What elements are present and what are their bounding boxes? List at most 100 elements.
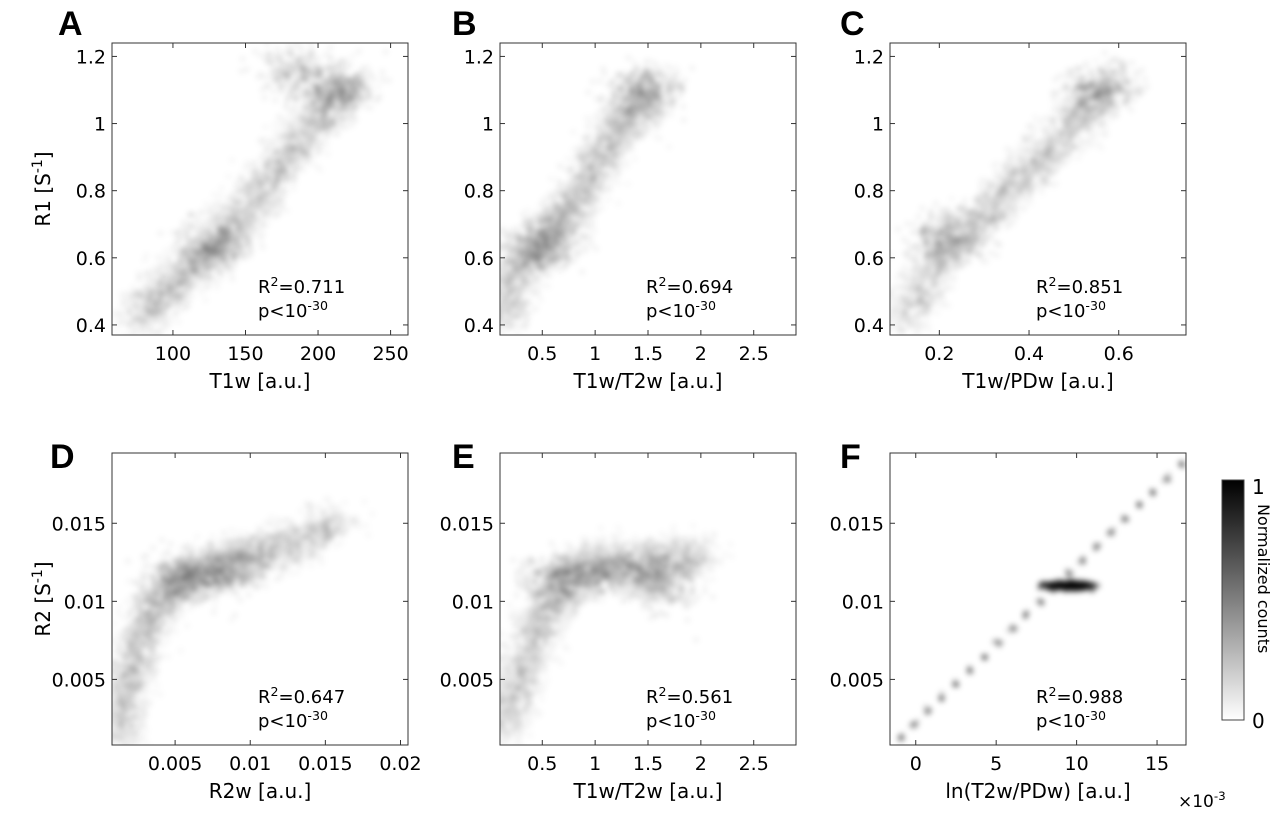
density-sample bbox=[149, 326, 155, 333]
density-sample bbox=[248, 197, 254, 203]
density-sample bbox=[298, 132, 304, 138]
density-sample bbox=[208, 221, 214, 227]
density-sample bbox=[557, 221, 563, 227]
density-sample bbox=[146, 321, 152, 327]
density-sample bbox=[304, 139, 310, 145]
density-sample bbox=[323, 51, 329, 57]
density-sample bbox=[279, 59, 286, 66]
density-sample bbox=[549, 203, 555, 209]
density-sample bbox=[290, 137, 296, 143]
density-sample bbox=[214, 213, 221, 219]
density-sample bbox=[278, 150, 284, 156]
density-sample bbox=[311, 135, 317, 141]
density-sample bbox=[590, 222, 596, 228]
density-sample bbox=[341, 81, 348, 87]
density-sample bbox=[347, 110, 353, 116]
density-sample bbox=[328, 72, 334, 78]
density-sample bbox=[515, 313, 522, 319]
density-sample bbox=[483, 308, 488, 313]
density-sample bbox=[572, 235, 578, 241]
density-sample bbox=[154, 254, 160, 260]
density-sample bbox=[288, 153, 294, 159]
density-sample bbox=[364, 87, 370, 93]
density-sample bbox=[180, 283, 186, 289]
density-sample bbox=[313, 93, 320, 99]
density-sample bbox=[270, 139, 276, 145]
density-sample bbox=[270, 148, 277, 154]
density-sample bbox=[263, 185, 269, 192]
density-sample bbox=[494, 265, 499, 270]
density-sample bbox=[301, 98, 308, 104]
density-sample bbox=[127, 300, 134, 306]
density-sample bbox=[297, 44, 303, 50]
density-sample bbox=[322, 110, 329, 116]
density-sample bbox=[317, 167, 323, 173]
density-sample bbox=[174, 307, 180, 313]
density-sample bbox=[166, 296, 172, 302]
density-sample bbox=[386, 77, 392, 84]
density-sample bbox=[186, 278, 192, 285]
density-sample bbox=[172, 251, 178, 257]
density-sample bbox=[501, 306, 507, 312]
density-sample bbox=[236, 208, 242, 214]
density-sample bbox=[490, 307, 495, 312]
density-sample bbox=[374, 97, 380, 104]
density-sample bbox=[300, 85, 306, 92]
density-sample bbox=[328, 92, 334, 99]
density-sample bbox=[307, 69, 313, 75]
density-sample bbox=[177, 279, 184, 285]
density-sample bbox=[180, 224, 187, 230]
density-sample bbox=[383, 49, 389, 55]
density-sample bbox=[283, 143, 289, 149]
density-sample bbox=[298, 111, 304, 117]
density-sample bbox=[203, 259, 209, 266]
density-sample bbox=[505, 325, 511, 332]
density-sample bbox=[203, 297, 209, 303]
density-sample bbox=[536, 291, 542, 297]
density-sample bbox=[307, 43, 314, 47]
density-sample bbox=[125, 319, 131, 326]
density-sample bbox=[301, 115, 307, 121]
density-sample bbox=[278, 72, 284, 78]
density-sample bbox=[215, 267, 221, 274]
density-sample bbox=[592, 191, 599, 197]
density-sample bbox=[512, 322, 518, 329]
density-sample bbox=[379, 78, 386, 84]
density-sample bbox=[237, 229, 243, 235]
density-sample bbox=[375, 84, 381, 91]
density-sample bbox=[190, 238, 196, 245]
density-sample bbox=[232, 260, 238, 266]
density-sample bbox=[120, 299, 126, 306]
density-sample bbox=[150, 276, 156, 282]
density-sample bbox=[328, 57, 334, 63]
density-sample bbox=[259, 86, 266, 93]
density-sample bbox=[338, 74, 345, 80]
density-sample bbox=[353, 117, 359, 123]
density-sample bbox=[332, 72, 338, 79]
density-sample bbox=[325, 78, 331, 84]
density-sample bbox=[120, 311, 127, 318]
x-tick-label: 150 bbox=[227, 343, 263, 365]
density-sample bbox=[316, 96, 322, 103]
density-sample bbox=[314, 105, 320, 112]
density-sample bbox=[240, 56, 246, 62]
density-sample bbox=[301, 67, 307, 73]
density-sample bbox=[256, 174, 262, 180]
density-sample bbox=[216, 227, 222, 233]
density-sample bbox=[256, 184, 263, 190]
density-sample bbox=[162, 319, 168, 325]
density-sample bbox=[555, 177, 561, 183]
density-sample bbox=[543, 198, 549, 204]
density-sample bbox=[199, 262, 206, 268]
density-sample bbox=[271, 183, 277, 189]
x-axis-label: T1w [a.u.] bbox=[209, 369, 311, 393]
density-sample bbox=[182, 274, 189, 280]
density-sample bbox=[268, 155, 275, 161]
density-sample bbox=[200, 255, 206, 261]
density-sample bbox=[166, 266, 172, 272]
density-sample bbox=[292, 109, 298, 115]
density-sample bbox=[494, 322, 499, 327]
density-sample bbox=[607, 180, 613, 186]
density-sample bbox=[211, 192, 217, 198]
density-sample bbox=[302, 77, 308, 83]
